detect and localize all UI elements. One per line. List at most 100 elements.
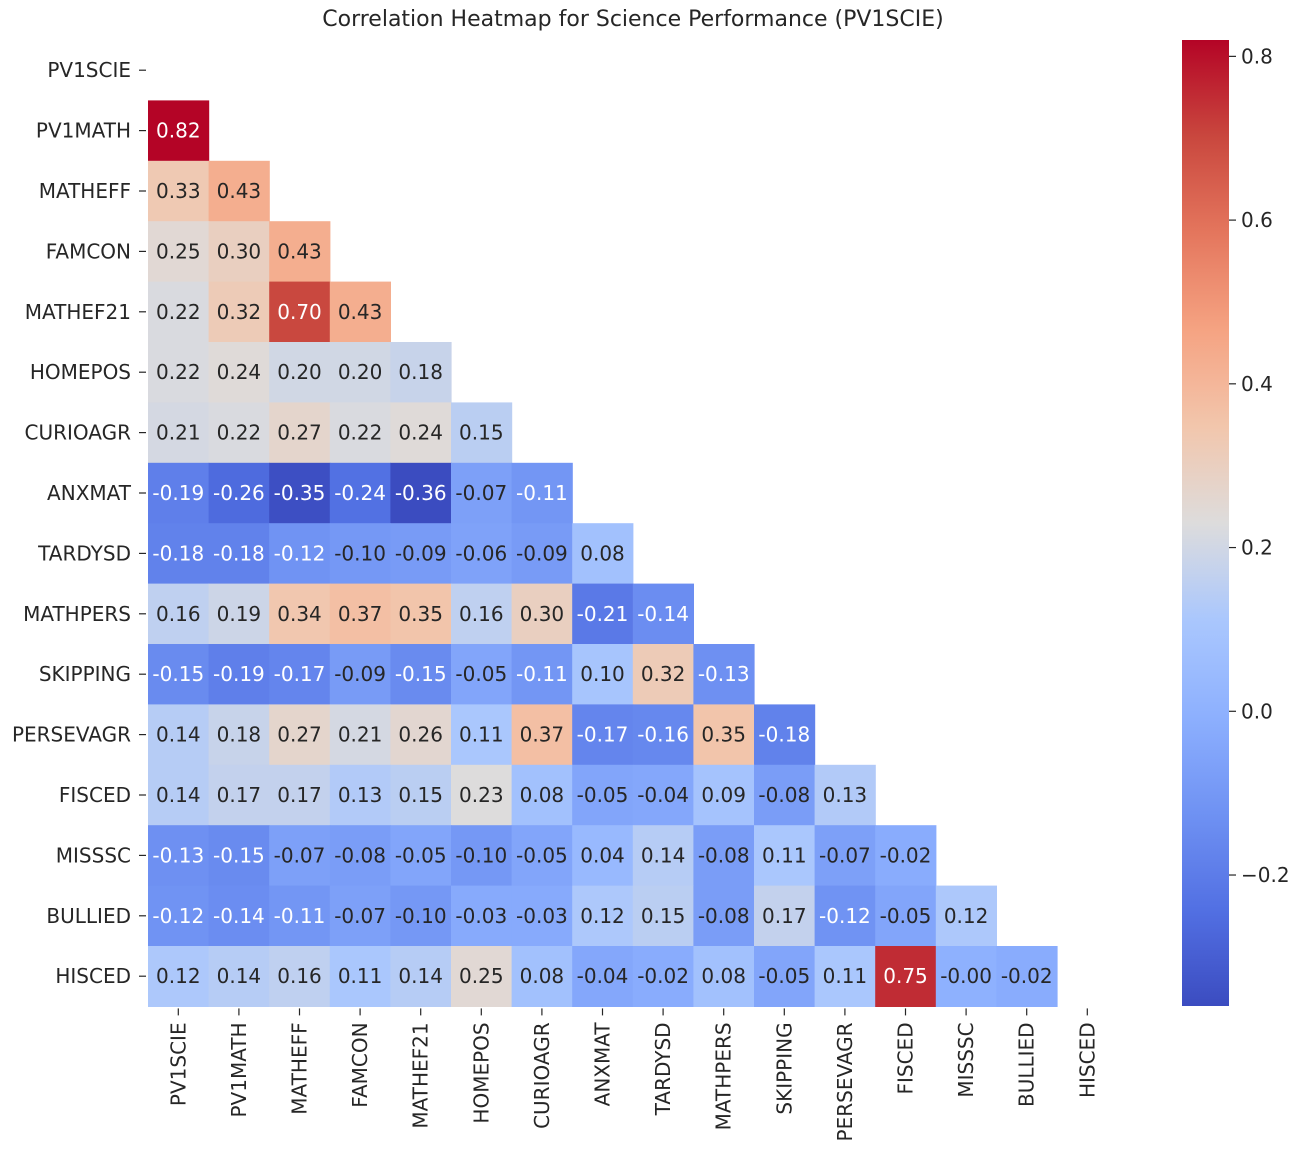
- heatmap-cell: [269, 764, 331, 826]
- cell-value-label: 0.32: [641, 662, 686, 686]
- heatmap-cell: [632, 764, 694, 826]
- heatmap-cell: [329, 583, 391, 645]
- y-tick-label: HISCED: [55, 964, 131, 988]
- heatmap-cell: [208, 221, 270, 283]
- cell-value-label: 0.20: [277, 360, 322, 384]
- colorbar-gradient-bar: [1182, 40, 1229, 1006]
- cell-value-label: 0.08: [520, 783, 565, 807]
- heatmap-cell: [451, 946, 513, 1007]
- heatmap-cell: [329, 704, 391, 766]
- heatmap-cell: [693, 644, 755, 705]
- cell-value-label: -0.35: [274, 481, 326, 505]
- x-tick-label: TARDYSD: [651, 1022, 675, 1116]
- heatmap-cell: [632, 885, 694, 947]
- heatmap-cell: [269, 281, 331, 343]
- cell-value-label: 0.14: [217, 964, 262, 988]
- y-axis: PV1SCIE PV1MATH MATHEFF FAMCON MATHEF21 HOMEP…: [12, 58, 146, 988]
- cell-value-label: 0.27: [277, 723, 322, 747]
- cell-value-label: -0.09: [334, 662, 386, 686]
- cell-value-label: 0.14: [398, 964, 443, 988]
- cell-value-label: 0.13: [338, 783, 383, 807]
- heatmap-cell: [390, 402, 452, 464]
- x-tick-label: SKIPPING: [772, 1022, 796, 1114]
- cell-value-label: -0.10: [395, 904, 447, 928]
- cell-value-label: -0.13: [152, 843, 204, 867]
- cell-value-label: 0.25: [459, 964, 504, 988]
- heatmap-cell: [935, 946, 997, 1007]
- heatmap-cell: [875, 946, 937, 1007]
- cell-value-label: 0.17: [762, 904, 807, 928]
- colorbar-tick-label: 0.8: [1241, 44, 1273, 68]
- heatmap-cell: [269, 644, 331, 705]
- cell-value-label: -0.11: [516, 481, 568, 505]
- y-tick-label: MATHPERS: [23, 602, 131, 626]
- cell-value-label: 0.16: [156, 602, 201, 626]
- cell-value-label: 0.11: [338, 964, 383, 988]
- cell-value-label: 0.82: [156, 119, 201, 143]
- heatmap-cell: [511, 704, 573, 766]
- heatmap-cell: [814, 885, 876, 947]
- heatmap-cell: [390, 825, 452, 887]
- heatmap-cell: [269, 704, 331, 766]
- heatmap-cell: [935, 885, 997, 947]
- heatmap-cell: [451, 825, 513, 887]
- cell-value-label: 0.22: [156, 360, 201, 384]
- heatmap-cell: [572, 946, 634, 1007]
- heatmap-cell: [754, 704, 816, 766]
- cell-value-label: 0.15: [398, 783, 443, 807]
- cell-value-label: 0.14: [156, 783, 201, 807]
- heatmap-cell: [451, 764, 513, 826]
- heatmap-cell: [329, 523, 391, 585]
- cell-value-label: 0.37: [338, 602, 383, 626]
- cell-value-label: 0.16: [277, 964, 322, 988]
- cell-value-label: 0.26: [398, 723, 443, 747]
- heatmap-cell: [329, 764, 391, 826]
- cell-value-label: 0.18: [398, 360, 443, 384]
- heatmap-cell: [208, 764, 270, 826]
- x-tick-label: ANXMAT: [591, 1022, 615, 1107]
- cell-value-label: -0.09: [395, 541, 447, 565]
- heatmap-cell: [572, 825, 634, 887]
- x-tick-label: CURIOAGR: [530, 1022, 554, 1129]
- heatmap-cell: [269, 523, 331, 585]
- cell-value-label: -0.18: [758, 723, 810, 747]
- cell-value-label: -0.08: [698, 843, 750, 867]
- cell-value-label: 0.35: [398, 602, 443, 626]
- heatmap-cell: [511, 764, 573, 826]
- cell-value-label: -0.17: [274, 662, 326, 686]
- heatmap-cell: [390, 704, 452, 766]
- heatmap-cell: [329, 644, 391, 705]
- heatmap-cell: [511, 644, 573, 705]
- cell-value-label: -0.03: [516, 904, 568, 928]
- heatmap-cell: [148, 644, 210, 705]
- heatmap-cell: [208, 523, 270, 585]
- heatmap-cell: [329, 946, 391, 1007]
- cell-value-label: 0.21: [156, 421, 201, 445]
- cell-value-label: -0.05: [455, 662, 507, 686]
- cell-value-label: 0.17: [217, 783, 262, 807]
- heatmap-cell: [572, 885, 634, 947]
- cell-value-label: -0.36: [395, 481, 447, 505]
- heatmap-cell: [451, 704, 513, 766]
- heatmap-cell: [875, 885, 937, 947]
- cell-value-label: 0.24: [217, 360, 262, 384]
- cell-value-label: 0.27: [277, 421, 322, 445]
- x-tick-label: HOMEPOS: [469, 1022, 493, 1123]
- cell-value-label: 0.14: [156, 723, 201, 747]
- cell-value-label: -0.18: [213, 541, 265, 565]
- cell-value-label: -0.07: [334, 904, 386, 928]
- heatmap-cell: [632, 644, 694, 705]
- cell-value-label: 0.18: [217, 723, 262, 747]
- x-tick-label: BULLIED: [1015, 1022, 1039, 1107]
- cell-value-label: -0.15: [213, 843, 265, 867]
- cell-value-label: 0.43: [217, 179, 262, 203]
- cell-value-label: -0.02: [637, 964, 689, 988]
- cell-value-label: 0.22: [156, 300, 201, 324]
- cell-value-label: -0.10: [334, 541, 386, 565]
- y-tick-label: BULLIED: [46, 904, 131, 928]
- chart-title: Correlation Heatmap for Science Performa…: [322, 7, 943, 32]
- cell-value-label: 0.43: [277, 239, 322, 263]
- heatmap-cell: [329, 402, 391, 464]
- x-tick-label: MATHEF21: [409, 1022, 433, 1128]
- y-tick-label: SKIPPING: [39, 662, 131, 686]
